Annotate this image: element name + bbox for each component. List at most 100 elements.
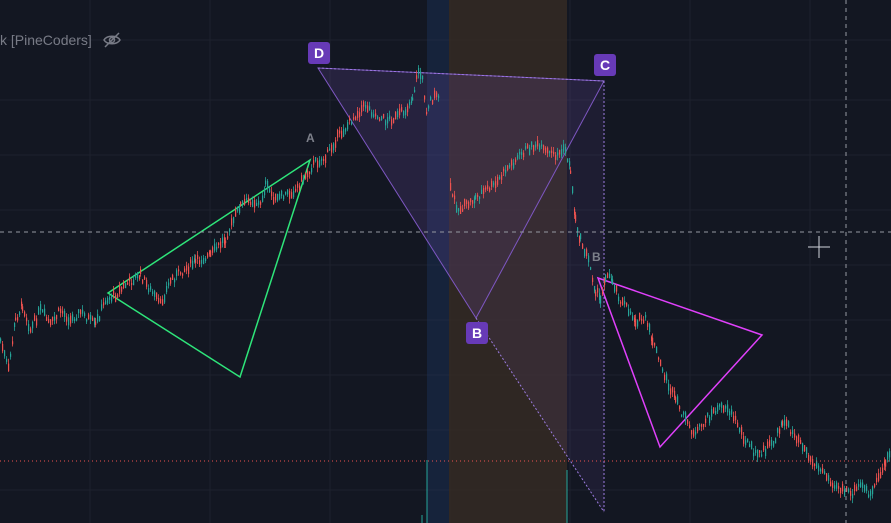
- candle-body: [172, 274, 174, 281]
- point-d-badge[interactable]: D: [308, 42, 331, 64]
- candle-body: [715, 410, 717, 414]
- candle-body: [594, 286, 596, 292]
- candle-body: [826, 473, 828, 481]
- indicator-label[interactable]: k [PineCoders]: [0, 31, 122, 49]
- candle-body: [19, 312, 21, 315]
- candle-body: [125, 283, 127, 289]
- candle-body: [381, 116, 383, 121]
- candle-body: [856, 486, 858, 491]
- candlestick-series: [0, 65, 891, 523]
- candle-body: [68, 317, 70, 326]
- candle-body: [614, 285, 616, 292]
- candle-body: [244, 198, 246, 205]
- candle-body: [325, 155, 327, 163]
- candle-body: [779, 428, 781, 434]
- candle-body: [258, 200, 260, 205]
- candle-body: [630, 311, 632, 314]
- candle-body: [493, 182, 495, 186]
- pattern-dcb-triangle[interactable]: [317, 67, 605, 319]
- candle-body: [256, 202, 258, 206]
- candle-body: [527, 144, 529, 149]
- candle-body: [800, 439, 802, 444]
- candle-body: [377, 116, 379, 119]
- candle-body: [584, 248, 586, 257]
- candle-body: [670, 388, 672, 395]
- candle-body: [850, 490, 852, 496]
- candle-body: [725, 405, 727, 409]
- candle-body: [586, 249, 588, 256]
- dotted-b-bottom: [475, 317, 605, 513]
- candle-body: [90, 314, 92, 320]
- candle-body: [277, 194, 279, 201]
- pattern-green-triangle[interactable]: [106, 158, 312, 379]
- candle-body: [842, 483, 844, 492]
- candle-body: [279, 193, 281, 199]
- candle-body: [95, 321, 97, 325]
- candle-body: [739, 427, 741, 433]
- candle-body: [264, 188, 266, 196]
- candle-body: [267, 181, 269, 189]
- candle-body: [705, 418, 707, 423]
- candle-body: [254, 200, 256, 208]
- candle-body: [651, 336, 653, 342]
- candle-body: [233, 217, 235, 224]
- candle-body: [505, 170, 507, 174]
- candle-body: [144, 276, 146, 280]
- candle-body: [699, 424, 701, 427]
- candle-body: [430, 96, 432, 101]
- candle-body: [717, 405, 719, 412]
- candle-body: [301, 175, 303, 182]
- candle-body: [735, 415, 737, 421]
- eye-slash-icon[interactable]: [102, 31, 122, 49]
- candle-body: [582, 244, 584, 249]
- candle-body: [250, 201, 252, 205]
- candle-body: [285, 191, 287, 195]
- candle-body: [164, 294, 166, 303]
- candle-body: [812, 459, 814, 467]
- candle-body: [810, 456, 812, 462]
- candle-body: [281, 190, 283, 196]
- point-c-badge[interactable]: C: [594, 54, 617, 76]
- candle-body: [577, 227, 579, 233]
- candle-body: [409, 101, 411, 106]
- candle-body: [600, 295, 602, 304]
- candle-body: [816, 460, 818, 468]
- candle-body: [832, 482, 834, 488]
- candle-body: [412, 97, 414, 101]
- candle-body: [737, 422, 739, 428]
- candle-body: [635, 318, 637, 327]
- candle-body: [460, 206, 462, 214]
- candle-body: [209, 251, 211, 255]
- candle-body: [747, 438, 749, 443]
- candle-body: [323, 159, 325, 162]
- point-b-badge[interactable]: B: [466, 322, 489, 344]
- candle-body: [420, 71, 422, 80]
- candle-body: [533, 145, 535, 152]
- candle-body: [824, 471, 826, 475]
- candle-body: [315, 157, 317, 162]
- candle-body: [207, 253, 209, 258]
- candle-body: [701, 423, 703, 427]
- candle-body: [295, 188, 297, 192]
- candle-body: [864, 484, 866, 492]
- candle-body: [695, 431, 697, 435]
- candle-body: [788, 421, 790, 428]
- candle-body: [693, 430, 695, 437]
- candle-body: [531, 141, 533, 147]
- candle-body: [889, 451, 891, 458]
- candle-body: [836, 482, 838, 489]
- candle-body: [830, 481, 832, 487]
- candle-body: [777, 427, 779, 433]
- candle-body: [887, 452, 889, 460]
- candle-body: [497, 176, 499, 185]
- candle-body: [174, 278, 176, 283]
- candle-body: [40, 304, 42, 311]
- candle-body: [168, 282, 170, 286]
- candle-body: [454, 195, 456, 200]
- candle-body: [792, 430, 794, 435]
- candle-body: [176, 270, 178, 277]
- candle-body: [438, 95, 440, 99]
- pattern-magenta-triangle[interactable]: [596, 276, 764, 449]
